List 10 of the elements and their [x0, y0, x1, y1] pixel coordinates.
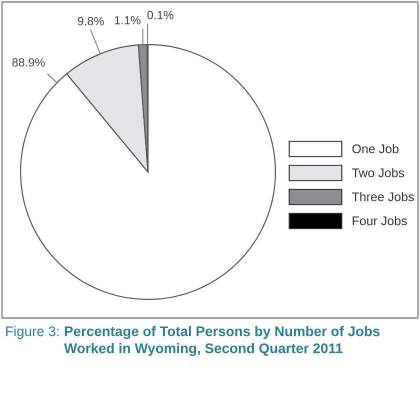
slice-label: One Job	[352, 144, 398, 154]
data-label: 88.9%	[12, 58, 45, 67]
caption: Figure 3:	[6, 326, 59, 339]
data-label: 0.1%	[147, 10, 174, 20]
legend-label: Four Jobs	[352, 216, 407, 226]
legend-label: Three Jobs	[352, 192, 414, 202]
data-label: 9.8%	[78, 16, 104, 26]
text: Percentage of Total Persons by Number of Jobs Worked in Wyoming, Second Quarter 2011	[64, 326, 380, 356]
legend-label: Two Jobs	[352, 168, 404, 178]
data-label: 1.1%	[114, 16, 141, 24]
